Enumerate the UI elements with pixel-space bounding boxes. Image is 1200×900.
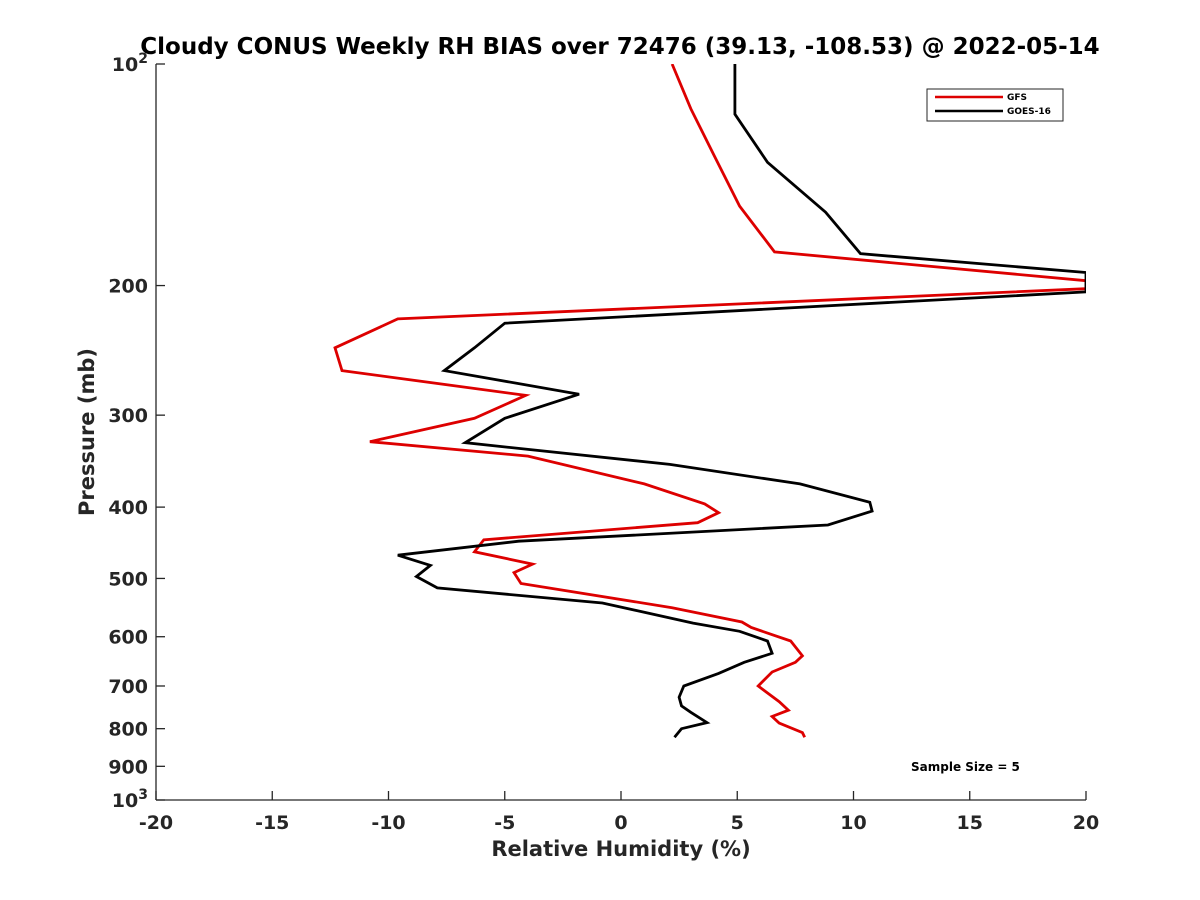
x-tick-label: -15 (255, 812, 289, 834)
series-line-gfs (333, 64, 1086, 738)
x-tick-label: 10 (840, 812, 866, 834)
x-tick-label: -5 (494, 812, 515, 834)
x-axis-label: Relative Humidity (%) (491, 837, 750, 861)
legend-label-goes16: GOES-16 (1007, 107, 1051, 117)
y-tick-label: 700 (108, 676, 148, 698)
legend-label-gfs: GFS (1007, 93, 1027, 103)
sample-size-annotation: Sample Size = 5 (911, 760, 1020, 774)
y-tick-label-power: 102 (112, 51, 148, 76)
x-tick-label: 15 (957, 812, 983, 834)
y-tick-label: 900 (108, 756, 148, 778)
chart-title: Cloudy CONUS Weekly RH BIAS over 72476 (… (140, 34, 1099, 60)
x-tick-label: -20 (139, 812, 173, 834)
x-tick-label: 0 (614, 812, 627, 834)
y-tick-label: 800 (108, 719, 148, 741)
x-ticks: -20 -15 -10 -5 0 5 10 15 20 (139, 791, 1099, 834)
y-tick-label: 500 (108, 568, 148, 590)
y-tick-label: 200 (108, 276, 148, 298)
x-tick-label: 5 (731, 812, 744, 834)
y-tick-label-power: 103 (112, 787, 148, 812)
y-ticks: 200 300 400 500 600 700 800 900 102 103 (108, 51, 165, 812)
series-layer (333, 64, 1086, 739)
y-axis-label: Pressure (mb) (75, 348, 99, 516)
legend-box (926, 88, 1064, 122)
x-tick-label: -10 (371, 812, 405, 834)
y-tick-label: 400 (108, 497, 148, 519)
y-tick-label: 600 (108, 627, 148, 649)
y-tick-label: 300 (108, 405, 148, 427)
series-line-goes16 (397, 64, 1086, 739)
legend: GFS GOES-16 (926, 88, 1064, 122)
x-tick-label: 20 (1073, 812, 1099, 834)
